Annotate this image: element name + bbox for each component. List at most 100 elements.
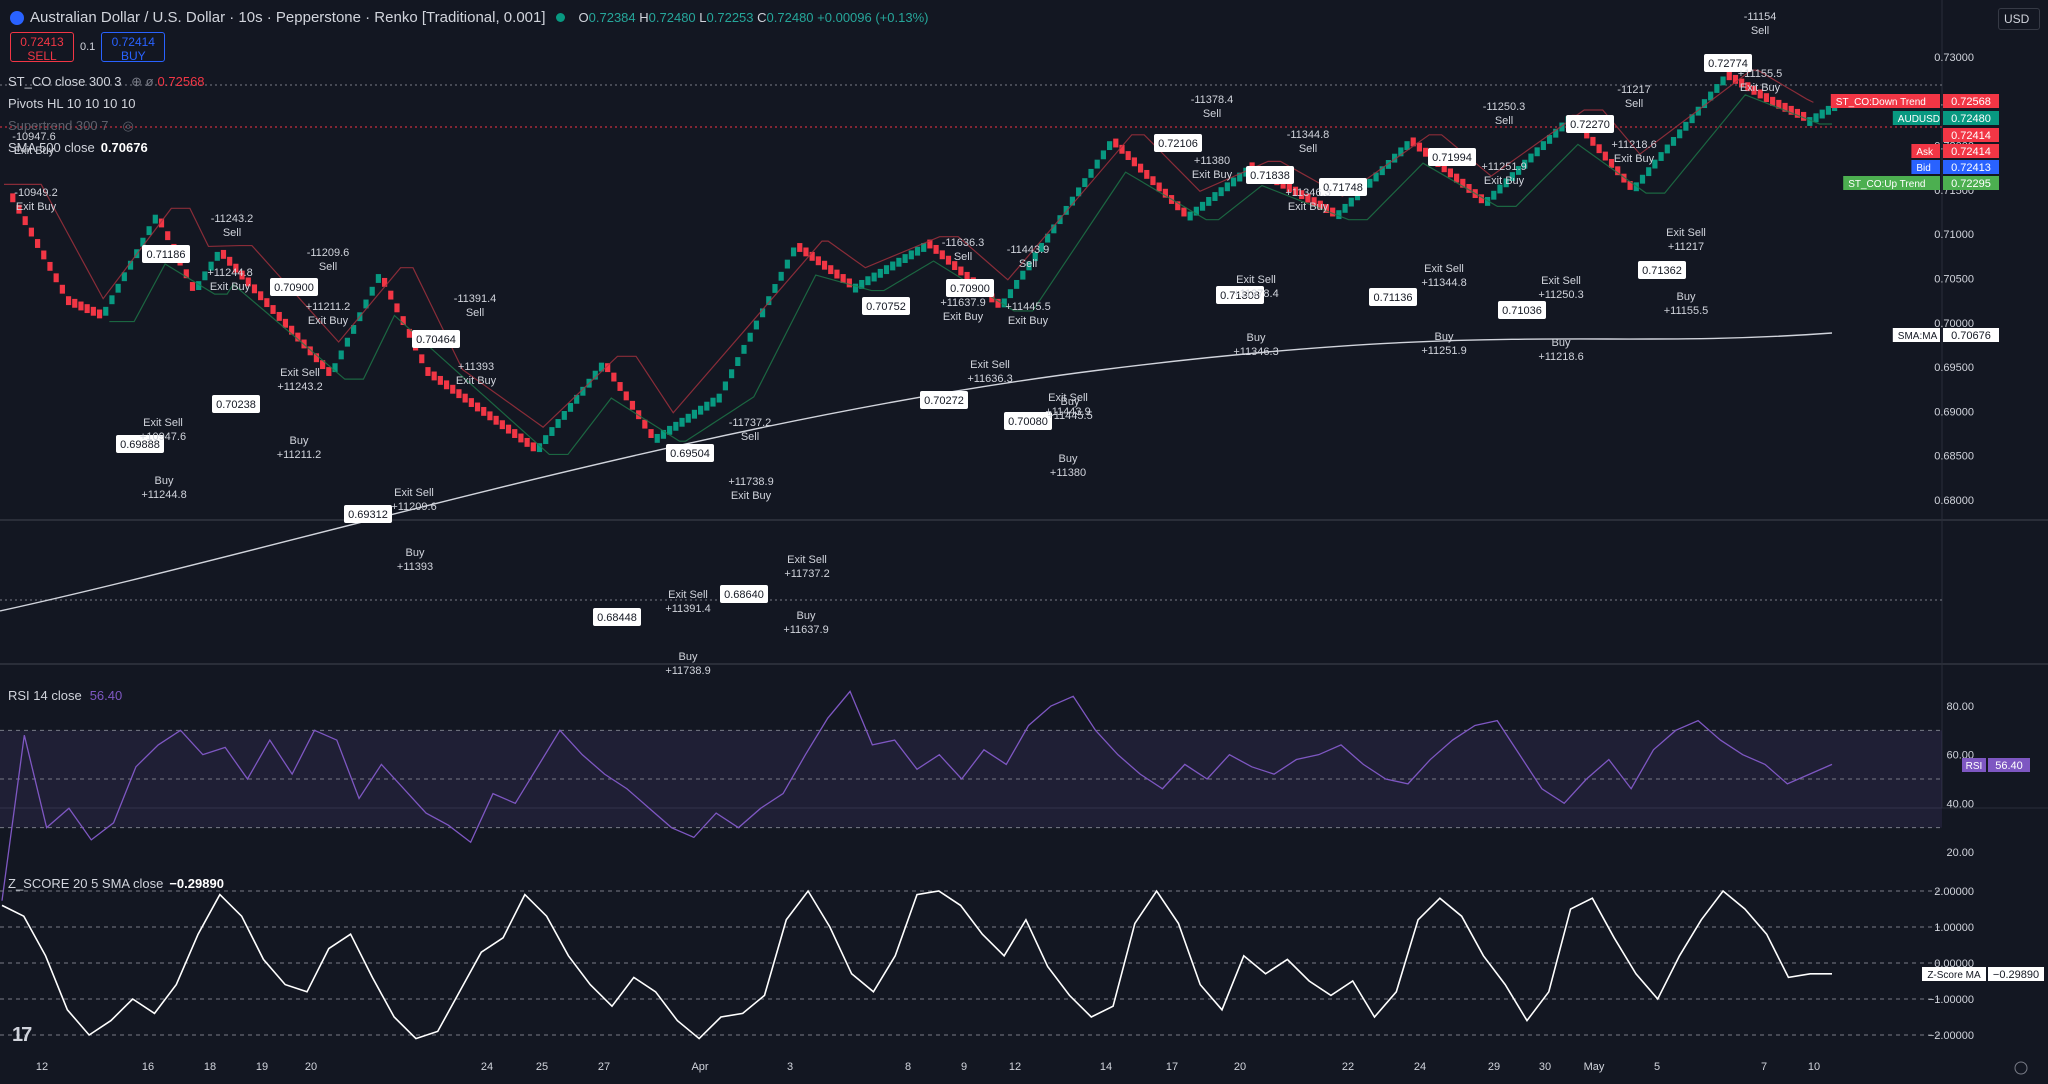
signal-subtext: +11217 bbox=[1668, 241, 1704, 253]
renko-brick bbox=[202, 271, 208, 281]
renko-brick bbox=[778, 271, 784, 281]
renko-brick bbox=[902, 254, 908, 263]
renko-brick bbox=[840, 274, 846, 283]
legend-sma[interactable]: SMA 500 close 0.70676 bbox=[8, 140, 148, 155]
buy-button[interactable]: 0.72414 BUY bbox=[101, 32, 166, 63]
symbol-title[interactable]: Australian Dollar / U.S. Dollar · 10s · … bbox=[30, 9, 546, 26]
legend-pivots[interactable]: Pivots HL 10 10 10 10 bbox=[8, 96, 136, 111]
renko-brick bbox=[1708, 91, 1714, 101]
signal-text: -11217 bbox=[1617, 84, 1650, 96]
renko-brick bbox=[505, 424, 512, 434]
renko-brick bbox=[1292, 186, 1299, 196]
renko-brick bbox=[1026, 261, 1032, 271]
tradingview-logo[interactable]: 17 bbox=[12, 1024, 32, 1046]
pivot-box-text: 0.72270 bbox=[1570, 119, 1610, 131]
sell-button[interactable]: 0.72413 SELL bbox=[10, 32, 74, 63]
renko-brick bbox=[351, 325, 357, 334]
renko-brick bbox=[797, 243, 803, 252]
pivot-box-text: 0.70464 bbox=[416, 334, 456, 346]
time-tick: 30 bbox=[1539, 1061, 1551, 1073]
pivot-box-text: 0.71838 bbox=[1250, 170, 1290, 182]
renko-brick bbox=[1020, 270, 1026, 280]
signal-text: +11251.9 bbox=[1481, 161, 1526, 173]
renko-brick bbox=[16, 204, 22, 214]
renko-brick bbox=[72, 298, 78, 308]
pivot-box-bg bbox=[270, 278, 318, 296]
renko-brick bbox=[1237, 172, 1243, 182]
currency-button[interactable]: USD bbox=[1998, 8, 2040, 30]
strategy-signal: Exit Sell +11250.3 bbox=[1538, 275, 1583, 301]
renko-brick bbox=[654, 433, 660, 443]
renko-brick bbox=[914, 246, 921, 256]
renko-brick bbox=[1652, 159, 1658, 169]
renko-brick bbox=[561, 410, 567, 420]
renko-brick bbox=[1051, 224, 1057, 234]
z-tick: 1.00000 bbox=[1934, 922, 1974, 934]
rsi-tag-bg bbox=[1962, 758, 1986, 772]
strategy-signal: Exit Sell +10947.6 bbox=[140, 417, 186, 443]
renko-brick bbox=[493, 415, 499, 425]
renko-brick bbox=[499, 420, 505, 430]
renko-brick bbox=[1813, 113, 1819, 123]
renko-brick bbox=[1212, 192, 1218, 201]
signal-subtext: Exit Buy bbox=[308, 315, 349, 327]
hidden-eye-icon[interactable]: ◎ bbox=[122, 118, 134, 133]
price-axis-label: ST_CO:Down Trend 0.72568 bbox=[1830, 94, 1999, 108]
renko-brick bbox=[679, 417, 685, 427]
renko-brick bbox=[1720, 76, 1726, 86]
time-tick: 20 bbox=[305, 1061, 317, 1073]
signal-text: +11380 bbox=[1194, 155, 1230, 167]
strategy-signal: Exit Sell +11378.4 bbox=[1233, 274, 1278, 300]
spread-value: 0.1 bbox=[80, 41, 96, 53]
renko-brick bbox=[1131, 157, 1137, 167]
strategy-signal: -11737.2 Sell bbox=[729, 417, 772, 443]
legend-zscore[interactable]: Z_SCORE 20 5 SMA close −0.29890 bbox=[8, 876, 224, 891]
label-value-text: 0.72568 bbox=[1951, 96, 1991, 108]
price-tick: 0.69500 bbox=[1934, 362, 1974, 374]
renko-brick bbox=[41, 250, 47, 260]
renko-brick bbox=[1144, 169, 1150, 179]
renko-brick bbox=[698, 405, 704, 415]
price-axis-label: SMA:MA 0.70676 bbox=[1892, 328, 1999, 342]
signal-subtext: +11209.6 bbox=[391, 501, 436, 513]
renko-brick bbox=[1714, 84, 1720, 93]
renko-brick bbox=[821, 260, 828, 270]
label-tag-bg bbox=[1892, 328, 1940, 342]
strategy-signal: Buy +11445.5 bbox=[1047, 396, 1092, 422]
renko-brick bbox=[214, 251, 220, 261]
renko-brick bbox=[592, 370, 598, 380]
strategy-signal: +11251.9 Exit Buy bbox=[1481, 161, 1526, 187]
renko-brick bbox=[1466, 183, 1472, 193]
renko-brick bbox=[1745, 82, 1751, 92]
renko-brick bbox=[456, 389, 462, 399]
symbol-header[interactable]: Australian Dollar / U.S. Dollar · 10s · … bbox=[10, 9, 928, 26]
renko-brick bbox=[1410, 137, 1416, 147]
strategy-signal: -11209.6 Sell bbox=[307, 247, 350, 273]
renko-brick bbox=[1100, 150, 1106, 160]
z-tag-bg bbox=[1922, 967, 1986, 981]
strategy-signal: -11217 Sell bbox=[1617, 84, 1650, 110]
renko-brick bbox=[1528, 153, 1534, 163]
renko-brick bbox=[419, 354, 425, 364]
legend-st-co[interactable]: ST_CO close 300 3 ⊕ ø 0.72568 bbox=[8, 74, 205, 89]
renko-brick bbox=[1627, 181, 1633, 190]
legend-rsi[interactable]: RSI 14 close 56.40 bbox=[8, 688, 123, 703]
renko-brick bbox=[865, 276, 871, 286]
strategy-signal: -11391.4 Sell bbox=[454, 293, 497, 319]
renko-brick bbox=[264, 298, 270, 308]
renko-brick bbox=[165, 231, 171, 241]
renko-brick bbox=[127, 260, 134, 270]
renko-brick bbox=[1546, 134, 1553, 144]
renko-brick bbox=[474, 402, 481, 412]
renko-brick bbox=[65, 296, 72, 306]
strategy-signal: Exit Sell +11737.2 bbox=[784, 554, 829, 580]
renko-brick bbox=[660, 429, 667, 439]
renko-brick bbox=[295, 332, 301, 342]
legend-supertrend[interactable]: Supertrend 300 7 ◎ bbox=[8, 118, 134, 133]
renko-brick bbox=[443, 380, 450, 390]
label-tag-text: ST_CO:Down Trend bbox=[1836, 97, 1926, 108]
pivot-box-bg bbox=[1246, 166, 1294, 184]
renko-brick bbox=[1515, 165, 1522, 175]
